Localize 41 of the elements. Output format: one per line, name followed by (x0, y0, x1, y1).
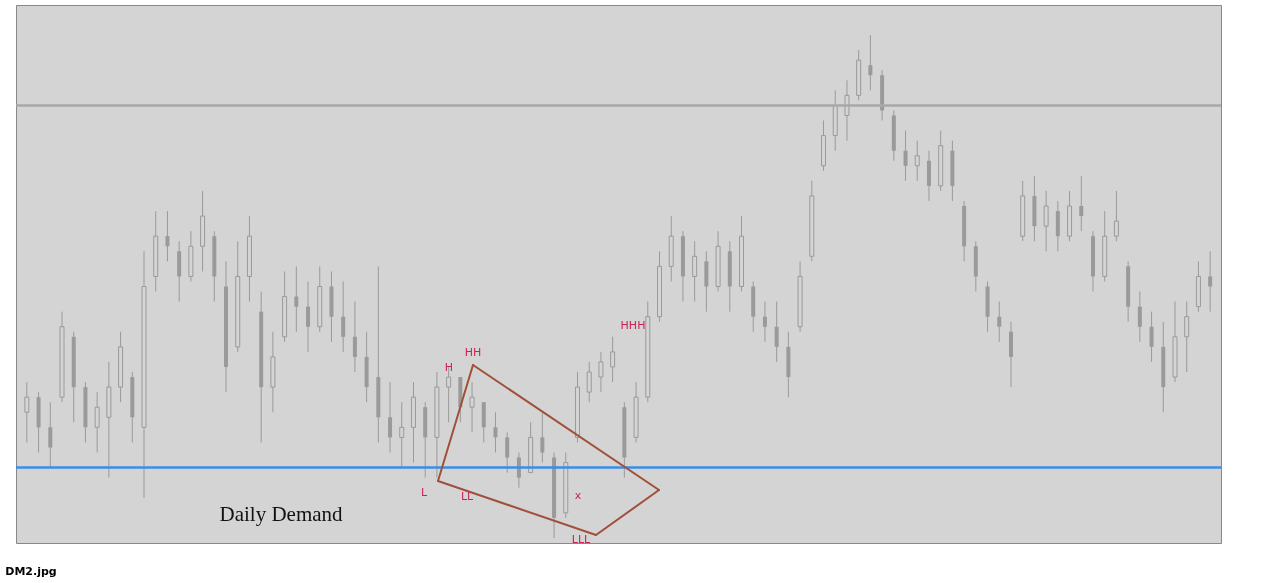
candlestick (388, 381, 393, 453)
candlestick (598, 351, 604, 393)
candlestick (692, 240, 698, 303)
annotation: L (420, 486, 428, 499)
annotation: H (444, 361, 454, 374)
candlestick (997, 301, 1002, 343)
candlestick (586, 361, 592, 403)
candlestick (306, 280, 311, 353)
annotation: Daily Demand (219, 502, 344, 526)
text: DM2.jpg (5, 565, 57, 578)
candlestick (341, 280, 346, 353)
candlestick (914, 140, 920, 182)
candlestick (540, 411, 545, 464)
candlestick (1113, 190, 1119, 242)
annotation: x (574, 489, 582, 502)
candlestick (903, 130, 908, 182)
annotation: HH (464, 346, 482, 359)
annotation: LLL (571, 533, 592, 546)
candlestick (1043, 190, 1049, 252)
annotation: HHH (620, 319, 646, 332)
candlestick (399, 401, 405, 469)
candlestick (774, 301, 779, 363)
candlestick (1208, 250, 1213, 313)
candlestick (94, 391, 100, 453)
candlestick (505, 431, 510, 474)
candlestick (48, 401, 53, 469)
candlestick (294, 265, 299, 333)
candlestick (1149, 311, 1154, 363)
candlestick (1137, 291, 1142, 343)
candlestick (844, 79, 850, 142)
candlestick (352, 301, 357, 373)
candlestick (762, 301, 767, 343)
candlestick (469, 381, 475, 433)
candlestick (493, 411, 498, 453)
candlestick (24, 381, 30, 443)
annotation: LL (460, 490, 474, 503)
candlestick (868, 34, 873, 91)
candlestick (1079, 175, 1084, 232)
candlestick (165, 210, 170, 262)
candlestick (1184, 301, 1190, 373)
candlestick (610, 336, 616, 383)
